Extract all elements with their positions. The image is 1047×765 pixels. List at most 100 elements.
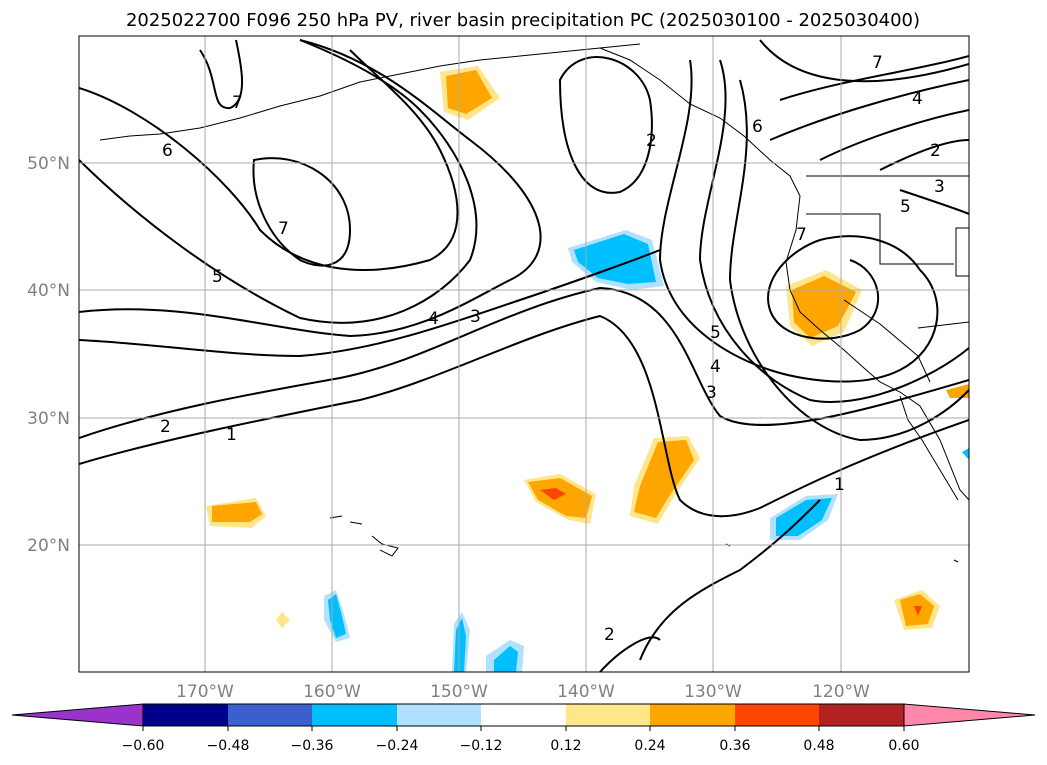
precip-strong-positive-area <box>540 488 566 500</box>
colorbar: −0.60 −0.48 −0.36 −0.24 −0.12 0.12 0.24 … <box>11 703 1036 754</box>
contour-label: 2 <box>646 131 657 151</box>
coastline <box>843 299 931 383</box>
colorbar-segment <box>566 704 650 726</box>
contour-label: 7 <box>796 225 807 245</box>
coastline-layer <box>99 43 969 563</box>
lon-label: 150°W <box>430 682 488 702</box>
precip-positive-area <box>634 440 694 518</box>
figure-title: 2025022700 F096 250 hPa PV, river basin … <box>126 10 920 31</box>
colorbar-tick-label: 0.60 <box>888 738 919 754</box>
pv-contour <box>698 59 969 403</box>
colorbar-tick-label: −0.48 <box>207 738 250 754</box>
pv-contour <box>199 39 243 110</box>
contour-label: 2 <box>930 141 941 161</box>
contour-label: 3 <box>934 177 945 197</box>
pv-contour <box>252 157 352 267</box>
pv-contour <box>769 79 969 141</box>
lat-label: 40°N <box>27 281 70 301</box>
contour-label: 6 <box>162 141 173 161</box>
colorbar-tick-label: 0.48 <box>803 738 834 754</box>
colorbar-segment <box>312 704 397 726</box>
pv-contour <box>79 39 542 338</box>
contour-label: 5 <box>710 323 721 343</box>
colorbar-segment <box>735 704 819 726</box>
coastline <box>917 321 969 329</box>
colorbar-tick-label: 0.36 <box>719 738 750 754</box>
precip-positive-area <box>212 502 262 522</box>
pv-contour <box>79 314 969 518</box>
colorbar-tick-label: −0.24 <box>376 738 419 754</box>
precip-positive-area <box>528 478 592 518</box>
contour-label: 5 <box>900 197 911 217</box>
lon-label: 120°W <box>812 682 870 702</box>
contour-label: 5 <box>212 267 223 287</box>
pv-contour <box>599 636 661 672</box>
coastline <box>599 47 969 501</box>
longitude-labels: 170°W 160°W 150°W 140°W 130°W 120°W <box>176 682 870 702</box>
colorbar-segment <box>481 704 566 726</box>
colorbar-tick-label: 0.24 <box>634 738 665 754</box>
precip-negative-area <box>574 234 656 284</box>
coastline <box>953 559 959 563</box>
pv-contour <box>779 55 969 101</box>
pv-contour <box>79 286 969 439</box>
precip-positive-area <box>792 276 856 338</box>
colorbar-segment <box>650 704 735 726</box>
contour-label-layer: 7 6 7 5 4 3 2 1 2 6 5 4 3 7 1 7 4 2 3 5 <box>160 53 945 645</box>
contour-label: 2 <box>604 625 615 645</box>
contour-label: 6 <box>752 117 763 137</box>
precip-positive-area <box>446 70 492 114</box>
coastline <box>99 43 641 141</box>
contour-label: 3 <box>470 307 481 327</box>
pv-contour <box>79 49 459 271</box>
pv-contour-layer <box>79 39 969 672</box>
colorbar-segment <box>228 704 312 726</box>
colorbar-tick-label: 0.12 <box>550 738 581 754</box>
precip-positive-area <box>276 612 290 628</box>
precip-negative-area <box>962 448 969 460</box>
colorbar-tick-label: −0.36 <box>291 738 334 754</box>
colorbar-segment <box>143 704 228 726</box>
pv-contour <box>728 79 969 442</box>
pv-contour <box>558 56 653 194</box>
contour-label: 7 <box>872 53 883 73</box>
coastline <box>806 213 954 265</box>
pv-contour <box>79 39 478 324</box>
precip-negative-area <box>454 618 466 672</box>
graticule <box>79 36 969 672</box>
lon-label: 170°W <box>176 682 234 702</box>
lon-label: 160°W <box>303 682 361 702</box>
lat-label: 50°N <box>27 154 70 174</box>
contour-label: 2 <box>160 417 171 437</box>
contour-label: 7 <box>278 219 289 239</box>
pv-contour <box>879 139 969 171</box>
colorbar-segment <box>819 704 904 726</box>
latitude-labels: 20°N 30°N 40°N 50°N <box>27 154 70 556</box>
contour-label: 1 <box>834 475 845 495</box>
pv-contour <box>819 109 969 161</box>
contour-label: 3 <box>706 383 717 403</box>
colorbar-tick-label: −0.12 <box>460 738 503 754</box>
pv-contour <box>658 59 939 383</box>
colorbar-frame <box>142 703 905 727</box>
precip-strong-positive-area <box>914 606 922 616</box>
precip-negative-area <box>494 646 518 672</box>
pv-contour <box>759 39 969 83</box>
colorbar-segment <box>397 704 481 726</box>
lon-label: 140°W <box>557 682 615 702</box>
colorbar-tick-label: −0.60 <box>122 738 165 754</box>
pv-contour <box>639 499 821 661</box>
contour-label: 1 <box>226 425 237 445</box>
lat-label: 20°N <box>27 536 70 556</box>
contour-label: 4 <box>428 309 439 329</box>
contour-label: 4 <box>710 357 721 377</box>
colorbar-extend-high <box>903 703 1036 727</box>
map-panel: 7 6 7 5 4 3 2 1 2 6 5 4 3 7 1 7 4 2 3 5 <box>78 35 970 673</box>
lon-label: 130°W <box>684 682 742 702</box>
colorbar-extend-low <box>11 703 144 727</box>
map-frame <box>78 35 970 673</box>
coastline <box>899 395 959 501</box>
pv-contour <box>899 189 969 215</box>
map-background <box>79 36 969 672</box>
